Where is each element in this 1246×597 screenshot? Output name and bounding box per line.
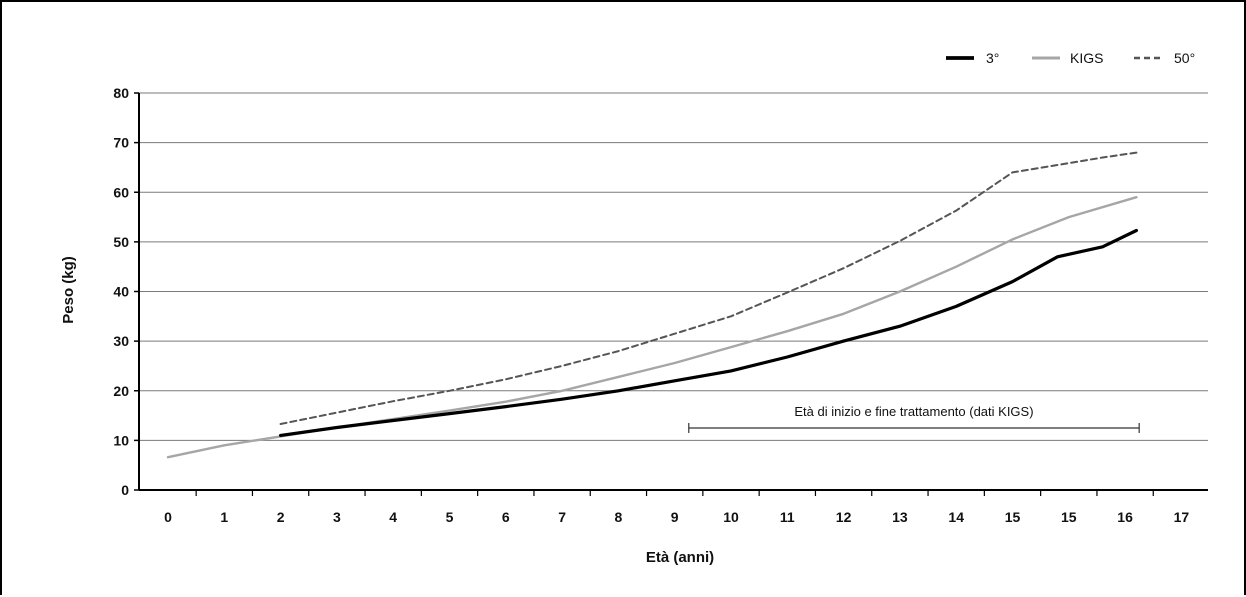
- x-axis-title: Età (anni): [646, 549, 714, 566]
- series-line-2: [279, 151, 1138, 425]
- x-tick-label: 7: [558, 509, 566, 525]
- x-tick-label: 9: [671, 509, 679, 525]
- x-tick-label: 1: [220, 509, 228, 525]
- y-tick-label: 0: [121, 482, 129, 498]
- grid-lines: [139, 92, 1208, 441]
- x-tick-label: 16: [1117, 509, 1133, 525]
- y-tick-label: 20: [113, 383, 129, 399]
- annotation-label: Età di inizio e fine trattamento (dati K…: [794, 404, 1033, 419]
- x-tick-label: 4: [389, 509, 397, 525]
- y-tick-label: 40: [113, 284, 129, 300]
- legend: 3° KIGS 50°: [946, 50, 1195, 66]
- series-lines: [166, 151, 1139, 459]
- x-tick-label: 15: [1005, 509, 1021, 525]
- legend-label: KIGS: [1070, 50, 1103, 66]
- series-line-0: [279, 228, 1139, 437]
- y-axis-title: Peso (kg): [60, 256, 77, 324]
- legend-label: 3°: [986, 50, 999, 66]
- x-tick-label: 2: [277, 509, 285, 525]
- x-tick-label: 5: [446, 509, 454, 525]
- x-tick-label: 8: [615, 509, 623, 525]
- x-tick-label: 13: [892, 509, 908, 525]
- legend-label: 50°: [1174, 50, 1195, 66]
- y-tick-label: 70: [113, 135, 129, 151]
- annotations: Età di inizio e fine trattamento (dati K…: [688, 404, 1140, 433]
- x-tick-label: 17: [1174, 509, 1190, 525]
- x-tick-label: 3: [333, 509, 341, 525]
- x-tick-label: 15: [1061, 509, 1077, 525]
- y-tick-label: 30: [113, 333, 129, 349]
- x-tick-label: 11: [780, 509, 795, 525]
- x-tick-label: 14: [948, 509, 964, 525]
- y-tick-label: 10: [113, 432, 129, 448]
- x-tick-label: 0: [164, 509, 172, 525]
- x-tick-label: 12: [836, 509, 852, 525]
- y-tick-label: 80: [113, 85, 129, 101]
- y-tick-label: 60: [113, 184, 129, 200]
- x-tick-label: 10: [723, 509, 739, 525]
- x-tick-label: 6: [502, 509, 510, 525]
- y-tick-label: 50: [113, 234, 129, 250]
